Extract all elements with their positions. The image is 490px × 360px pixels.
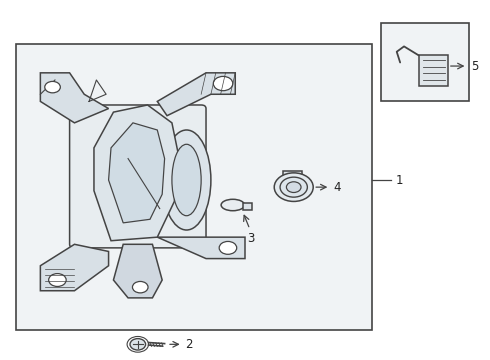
Circle shape — [274, 173, 313, 202]
Bar — [418, 55, 448, 86]
Circle shape — [45, 81, 60, 93]
Bar — [16, 44, 372, 330]
Polygon shape — [157, 237, 245, 258]
Bar — [381, 23, 469, 102]
Polygon shape — [114, 244, 162, 298]
Polygon shape — [40, 244, 109, 291]
Polygon shape — [157, 73, 235, 116]
Circle shape — [130, 339, 146, 350]
Ellipse shape — [172, 144, 201, 216]
Circle shape — [219, 242, 237, 254]
Ellipse shape — [221, 199, 245, 211]
Polygon shape — [94, 105, 179, 241]
Text: 1: 1 — [396, 174, 404, 186]
Bar — [283, 171, 301, 181]
Text: 4: 4 — [334, 181, 341, 194]
Circle shape — [49, 274, 66, 287]
Bar — [243, 203, 252, 210]
FancyBboxPatch shape — [70, 105, 206, 248]
Polygon shape — [40, 73, 109, 123]
Circle shape — [280, 177, 307, 197]
Text: 5: 5 — [471, 59, 478, 73]
Polygon shape — [109, 123, 165, 223]
Circle shape — [213, 76, 233, 91]
Text: 2: 2 — [186, 338, 193, 351]
Circle shape — [132, 282, 148, 293]
Ellipse shape — [162, 130, 211, 230]
Text: 3: 3 — [247, 232, 254, 245]
Circle shape — [287, 182, 301, 193]
